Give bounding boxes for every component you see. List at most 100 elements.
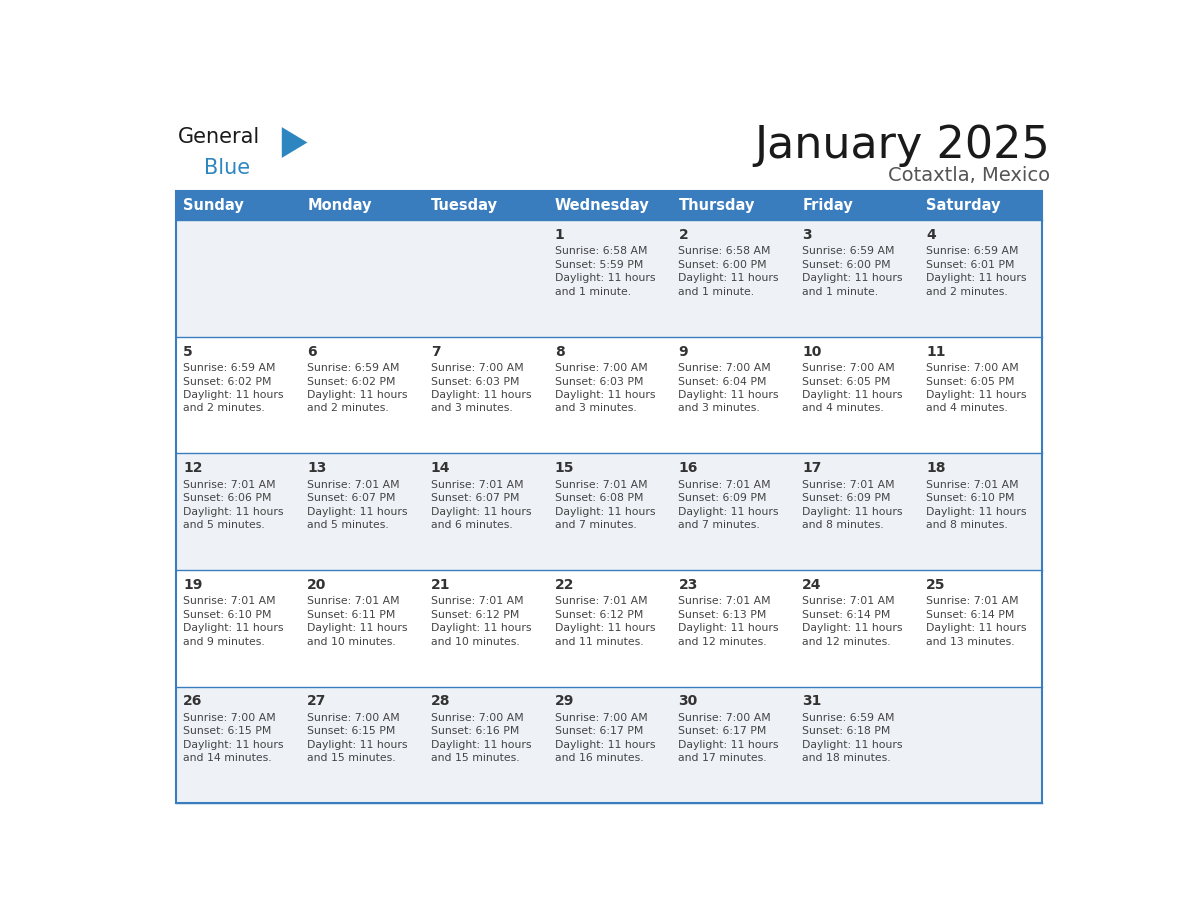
Text: and 18 minutes.: and 18 minutes. (802, 753, 891, 763)
Bar (176, 191, 1042, 803)
Text: and 17 minutes.: and 17 minutes. (678, 753, 767, 763)
Text: 12: 12 (183, 461, 203, 476)
Text: Daylight: 11 hours: Daylight: 11 hours (308, 740, 407, 750)
Text: Sunrise: 7:00 AM: Sunrise: 7:00 AM (678, 712, 771, 722)
Text: Sunset: 6:16 PM: Sunset: 6:16 PM (431, 726, 519, 736)
Text: Sunrise: 7:01 AM: Sunrise: 7:01 AM (678, 479, 771, 489)
Text: 17: 17 (802, 461, 822, 476)
Text: and 1 minute.: and 1 minute. (802, 286, 878, 297)
Text: Cotaxtla, Mexico: Cotaxtla, Mexico (887, 165, 1050, 185)
Text: General: General (178, 127, 260, 147)
Text: and 2 minutes.: and 2 minutes. (183, 403, 265, 413)
Text: and 2 minutes.: and 2 minutes. (927, 286, 1007, 297)
Text: Daylight: 11 hours: Daylight: 11 hours (183, 507, 284, 517)
Text: and 8 minutes.: and 8 minutes. (927, 520, 1007, 530)
Text: Daylight: 11 hours: Daylight: 11 hours (183, 623, 284, 633)
Text: Sunset: 6:14 PM: Sunset: 6:14 PM (802, 610, 891, 620)
Text: and 1 minute.: and 1 minute. (678, 286, 754, 297)
Text: 13: 13 (308, 461, 327, 476)
Polygon shape (282, 127, 308, 158)
Text: Sunrise: 7:00 AM: Sunrise: 7:00 AM (927, 363, 1019, 373)
Text: Daylight: 11 hours: Daylight: 11 hours (678, 507, 779, 517)
Text: Sunrise: 7:01 AM: Sunrise: 7:01 AM (431, 596, 524, 606)
Text: and 16 minutes.: and 16 minutes. (555, 753, 644, 763)
Bar (176, 337, 1042, 453)
Text: 14: 14 (431, 461, 450, 476)
Text: Sunrise: 7:01 AM: Sunrise: 7:01 AM (678, 596, 771, 606)
Text: Sunset: 6:02 PM: Sunset: 6:02 PM (308, 376, 396, 386)
Text: Sunrise: 6:59 AM: Sunrise: 6:59 AM (802, 712, 895, 722)
Text: and 7 minutes.: and 7 minutes. (555, 520, 637, 530)
Text: Friday: Friday (802, 198, 853, 213)
Text: 22: 22 (555, 577, 574, 592)
Text: Daylight: 11 hours: Daylight: 11 hours (678, 274, 779, 284)
Text: Sunrise: 7:01 AM: Sunrise: 7:01 AM (308, 479, 400, 489)
Text: Sunrise: 6:59 AM: Sunrise: 6:59 AM (802, 246, 895, 256)
Text: and 6 minutes.: and 6 minutes. (431, 520, 513, 530)
Text: Sunset: 6:15 PM: Sunset: 6:15 PM (308, 726, 396, 736)
Text: and 12 minutes.: and 12 minutes. (678, 636, 767, 646)
Text: Sunrise: 7:01 AM: Sunrise: 7:01 AM (555, 596, 647, 606)
Text: Daylight: 11 hours: Daylight: 11 hours (678, 740, 779, 750)
Text: Sunset: 6:05 PM: Sunset: 6:05 PM (802, 376, 891, 386)
Text: 7: 7 (431, 344, 441, 359)
Bar (176, 453, 1042, 570)
Bar (176, 191, 1042, 220)
Text: Daylight: 11 hours: Daylight: 11 hours (802, 507, 903, 517)
Text: 16: 16 (678, 461, 697, 476)
Text: Blue: Blue (204, 158, 251, 178)
Text: Sunrise: 7:00 AM: Sunrise: 7:00 AM (308, 712, 400, 722)
Text: Daylight: 11 hours: Daylight: 11 hours (555, 740, 656, 750)
Text: Sunrise: 7:01 AM: Sunrise: 7:01 AM (308, 596, 400, 606)
Text: and 15 minutes.: and 15 minutes. (431, 753, 519, 763)
Text: Sunset: 6:14 PM: Sunset: 6:14 PM (927, 610, 1015, 620)
Text: 4: 4 (927, 228, 936, 242)
Text: and 3 minutes.: and 3 minutes. (678, 403, 760, 413)
Text: Daylight: 11 hours: Daylight: 11 hours (555, 623, 656, 633)
Text: Sunset: 6:17 PM: Sunset: 6:17 PM (555, 726, 643, 736)
Text: Sunrise: 7:00 AM: Sunrise: 7:00 AM (431, 712, 524, 722)
Text: Sunset: 6:03 PM: Sunset: 6:03 PM (555, 376, 643, 386)
Text: Daylight: 11 hours: Daylight: 11 hours (431, 390, 531, 400)
Text: Daylight: 11 hours: Daylight: 11 hours (308, 623, 407, 633)
Text: Daylight: 11 hours: Daylight: 11 hours (183, 740, 284, 750)
Text: and 10 minutes.: and 10 minutes. (431, 636, 519, 646)
Text: and 14 minutes.: and 14 minutes. (183, 753, 272, 763)
Text: Sunday: Sunday (183, 198, 244, 213)
Text: Sunrise: 7:01 AM: Sunrise: 7:01 AM (183, 479, 276, 489)
Text: Sunset: 5:59 PM: Sunset: 5:59 PM (555, 260, 643, 270)
Text: Daylight: 11 hours: Daylight: 11 hours (927, 274, 1026, 284)
Text: 5: 5 (183, 344, 194, 359)
Bar (176, 570, 1042, 687)
Text: and 10 minutes.: and 10 minutes. (308, 636, 396, 646)
Text: and 9 minutes.: and 9 minutes. (183, 636, 265, 646)
Text: Daylight: 11 hours: Daylight: 11 hours (555, 507, 656, 517)
Text: and 12 minutes.: and 12 minutes. (802, 636, 891, 646)
Text: Sunset: 6:18 PM: Sunset: 6:18 PM (802, 726, 891, 736)
Text: Sunset: 6:12 PM: Sunset: 6:12 PM (555, 610, 643, 620)
Bar (176, 687, 1042, 803)
Text: Sunset: 6:09 PM: Sunset: 6:09 PM (802, 493, 891, 503)
Text: Sunset: 6:13 PM: Sunset: 6:13 PM (678, 610, 767, 620)
Text: Sunrise: 7:01 AM: Sunrise: 7:01 AM (555, 479, 647, 489)
Text: Wednesday: Wednesday (555, 198, 650, 213)
Text: Sunset: 6:02 PM: Sunset: 6:02 PM (183, 376, 272, 386)
Text: Daylight: 11 hours: Daylight: 11 hours (431, 623, 531, 633)
Text: 21: 21 (431, 577, 450, 592)
Text: 23: 23 (678, 577, 697, 592)
Text: 26: 26 (183, 694, 203, 709)
Text: Daylight: 11 hours: Daylight: 11 hours (678, 390, 779, 400)
Text: Sunrise: 7:00 AM: Sunrise: 7:00 AM (183, 712, 276, 722)
Text: Sunrise: 6:59 AM: Sunrise: 6:59 AM (308, 363, 399, 373)
Text: Sunset: 6:00 PM: Sunset: 6:00 PM (802, 260, 891, 270)
Text: Sunset: 6:04 PM: Sunset: 6:04 PM (678, 376, 767, 386)
Text: Sunrise: 7:00 AM: Sunrise: 7:00 AM (431, 363, 524, 373)
Text: 29: 29 (555, 694, 574, 709)
Text: Daylight: 11 hours: Daylight: 11 hours (802, 623, 903, 633)
Text: Sunset: 6:05 PM: Sunset: 6:05 PM (927, 376, 1015, 386)
Text: Daylight: 11 hours: Daylight: 11 hours (927, 390, 1026, 400)
Text: 19: 19 (183, 577, 203, 592)
Text: Sunrise: 6:58 AM: Sunrise: 6:58 AM (555, 246, 647, 256)
Text: Sunset: 6:00 PM: Sunset: 6:00 PM (678, 260, 767, 270)
Text: Sunrise: 7:01 AM: Sunrise: 7:01 AM (802, 596, 895, 606)
